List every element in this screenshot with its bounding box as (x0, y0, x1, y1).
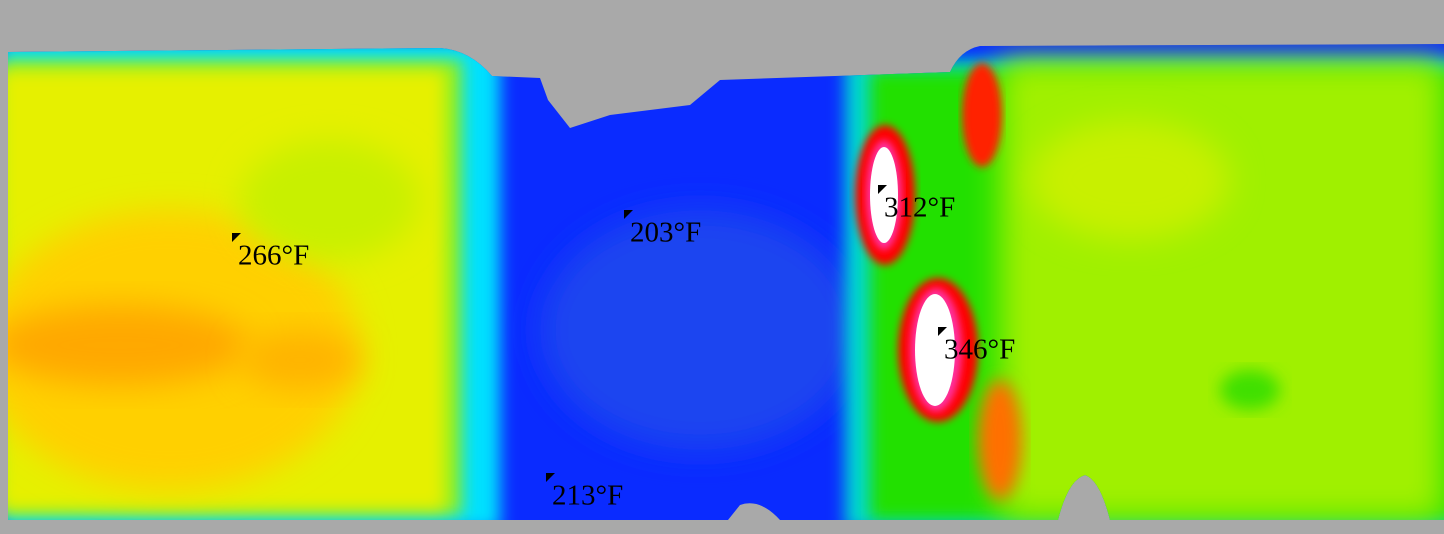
thermal-image: 266°F 203°F 312°F 346°F 213°F (0, 0, 1444, 534)
temperature-label: 312°F (884, 192, 955, 224)
thermal-strip (0, 0, 1444, 534)
temperature-label: 266°F (238, 240, 309, 272)
temperature-label: 346°F (944, 334, 1015, 366)
temperature-label: 203°F (630, 217, 701, 249)
temperature-label: 213°F (552, 480, 623, 512)
